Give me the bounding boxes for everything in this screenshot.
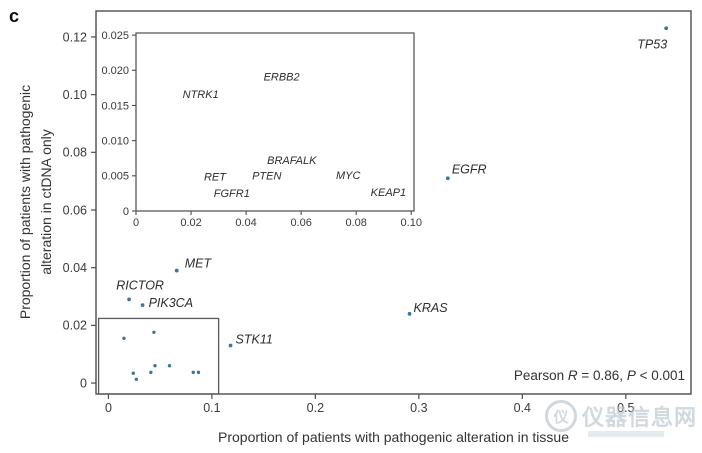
watermark-logo-icon: 仪 bbox=[545, 400, 577, 432]
data-point bbox=[134, 377, 139, 381]
x-axis-tick-label: 0.5 bbox=[617, 401, 634, 415]
inset-gene-label-NTRK1: NTRK1 bbox=[183, 89, 219, 101]
y-axis-tick-label: 0.12 bbox=[63, 30, 87, 44]
watermark-subline bbox=[588, 431, 664, 437]
inset-gene-label-MYC: MYC bbox=[336, 170, 361, 182]
x-axis-tick-label: 0 bbox=[105, 401, 112, 415]
y-axis-tick-label: 0.08 bbox=[63, 146, 87, 160]
inset-x-axis-tick-label: 0.04 bbox=[235, 217, 256, 229]
y-axis-title-line2: alteration in ctDNA only bbox=[38, 129, 54, 275]
gene-label-EGFR: EGFR bbox=[452, 162, 487, 176]
inset-y-axis-tick-label: 0.015 bbox=[101, 100, 129, 112]
data-point-MET bbox=[174, 268, 179, 273]
data-point bbox=[196, 370, 201, 375]
data-point bbox=[131, 371, 135, 375]
data-point bbox=[149, 370, 153, 375]
watermark-text: 仪器信息网 bbox=[582, 405, 698, 430]
inset-x-axis-tick-label: 0 bbox=[133, 217, 139, 229]
data-point-STK11 bbox=[228, 343, 233, 348]
inset-x-axis-tick-label: 0.02 bbox=[180, 217, 201, 229]
x-axis-tick-label: 0.4 bbox=[514, 401, 531, 415]
inset-gene-label-BRAFALK: BRAFALK bbox=[267, 155, 317, 167]
inset-x-axis-tick-label: 0.06 bbox=[290, 217, 311, 229]
inset-x-axis-tick-label: 0.10 bbox=[401, 217, 422, 229]
inset-y-axis-tick-label: 0.020 bbox=[101, 65, 129, 77]
data-point bbox=[191, 370, 195, 375]
data-point bbox=[167, 364, 172, 368]
y-axis-tick-label: 0 bbox=[80, 376, 87, 390]
inset-gene-label-RET: RET bbox=[204, 171, 227, 183]
annotation-p-value: < 0.001 bbox=[635, 368, 685, 383]
watermark: 仪 仪器信息网 bbox=[545, 400, 697, 432]
y-axis-tick-label: 0.02 bbox=[63, 319, 87, 333]
data-point-TP53 bbox=[664, 26, 669, 31]
gene-label-RICTOR: RICTOR bbox=[116, 278, 164, 292]
data-point bbox=[152, 330, 156, 334]
x-axis-title: Proportion of patients with pathogenic a… bbox=[218, 429, 569, 445]
inset-y-axis-tick-label: 0 bbox=[123, 206, 129, 218]
annotation-r-value: = 0.86, bbox=[577, 368, 627, 383]
data-point-RICTOR bbox=[127, 297, 132, 302]
inset-gene-label-PTEN: PTEN bbox=[252, 171, 281, 183]
main-plot-frame bbox=[95, 10, 692, 395]
x-axis-tick-label: 0.3 bbox=[410, 401, 427, 415]
inset-plot-frame bbox=[135, 32, 415, 212]
zoom-region-box bbox=[97, 317, 220, 395]
correlation-annotation: Pearson R = 0.86, P < 0.001 bbox=[514, 368, 685, 383]
inset-y-axis-tick-label: 0.010 bbox=[101, 135, 129, 147]
gene-label-PIK3CA: PIK3CA bbox=[149, 296, 193, 310]
inset-x-axis-tick-label: 0.08 bbox=[345, 217, 366, 229]
data-point-EGFR bbox=[445, 176, 450, 181]
annotation-p-symbol: P bbox=[626, 368, 636, 383]
x-axis-tick-label: 0.2 bbox=[307, 401, 324, 415]
annotation-r-symbol: R bbox=[567, 368, 578, 383]
data-point bbox=[122, 336, 126, 341]
inset-y-axis-tick-label: 0.005 bbox=[101, 171, 129, 183]
annotation-prefix: Pearson bbox=[513, 368, 568, 383]
panel-label: c bbox=[9, 6, 20, 26]
y-axis-title-line1: Proportion of patients with pathogenic bbox=[17, 84, 33, 320]
inset-gene-label-FGFR1: FGFR1 bbox=[214, 188, 250, 200]
inset-gene-label-KEAP1: KEAP1 bbox=[371, 187, 406, 199]
y-axis-title: Proportion of patients with pathogenic a… bbox=[15, 27, 57, 377]
gene-label-STK11: STK11 bbox=[236, 333, 273, 347]
data-point-KRAS bbox=[407, 311, 412, 316]
inset-gene-label-ERBB2: ERBB2 bbox=[264, 71, 300, 83]
y-axis-tick-label: 0.10 bbox=[63, 88, 87, 102]
y-axis-tick-label: 0.04 bbox=[63, 261, 87, 275]
y-axis-tick-label: 0.06 bbox=[63, 203, 87, 217]
inset-y-axis-tick-label: 0.025 bbox=[101, 30, 129, 42]
data-point bbox=[153, 364, 157, 368]
data-point-PIK3CA bbox=[140, 303, 145, 308]
gene-label-MET: MET bbox=[185, 257, 213, 271]
gene-label-TP53: TP53 bbox=[637, 37, 667, 51]
x-axis-tick-label: 0.1 bbox=[203, 401, 220, 415]
gene-label-KRAS: KRAS bbox=[414, 301, 449, 315]
